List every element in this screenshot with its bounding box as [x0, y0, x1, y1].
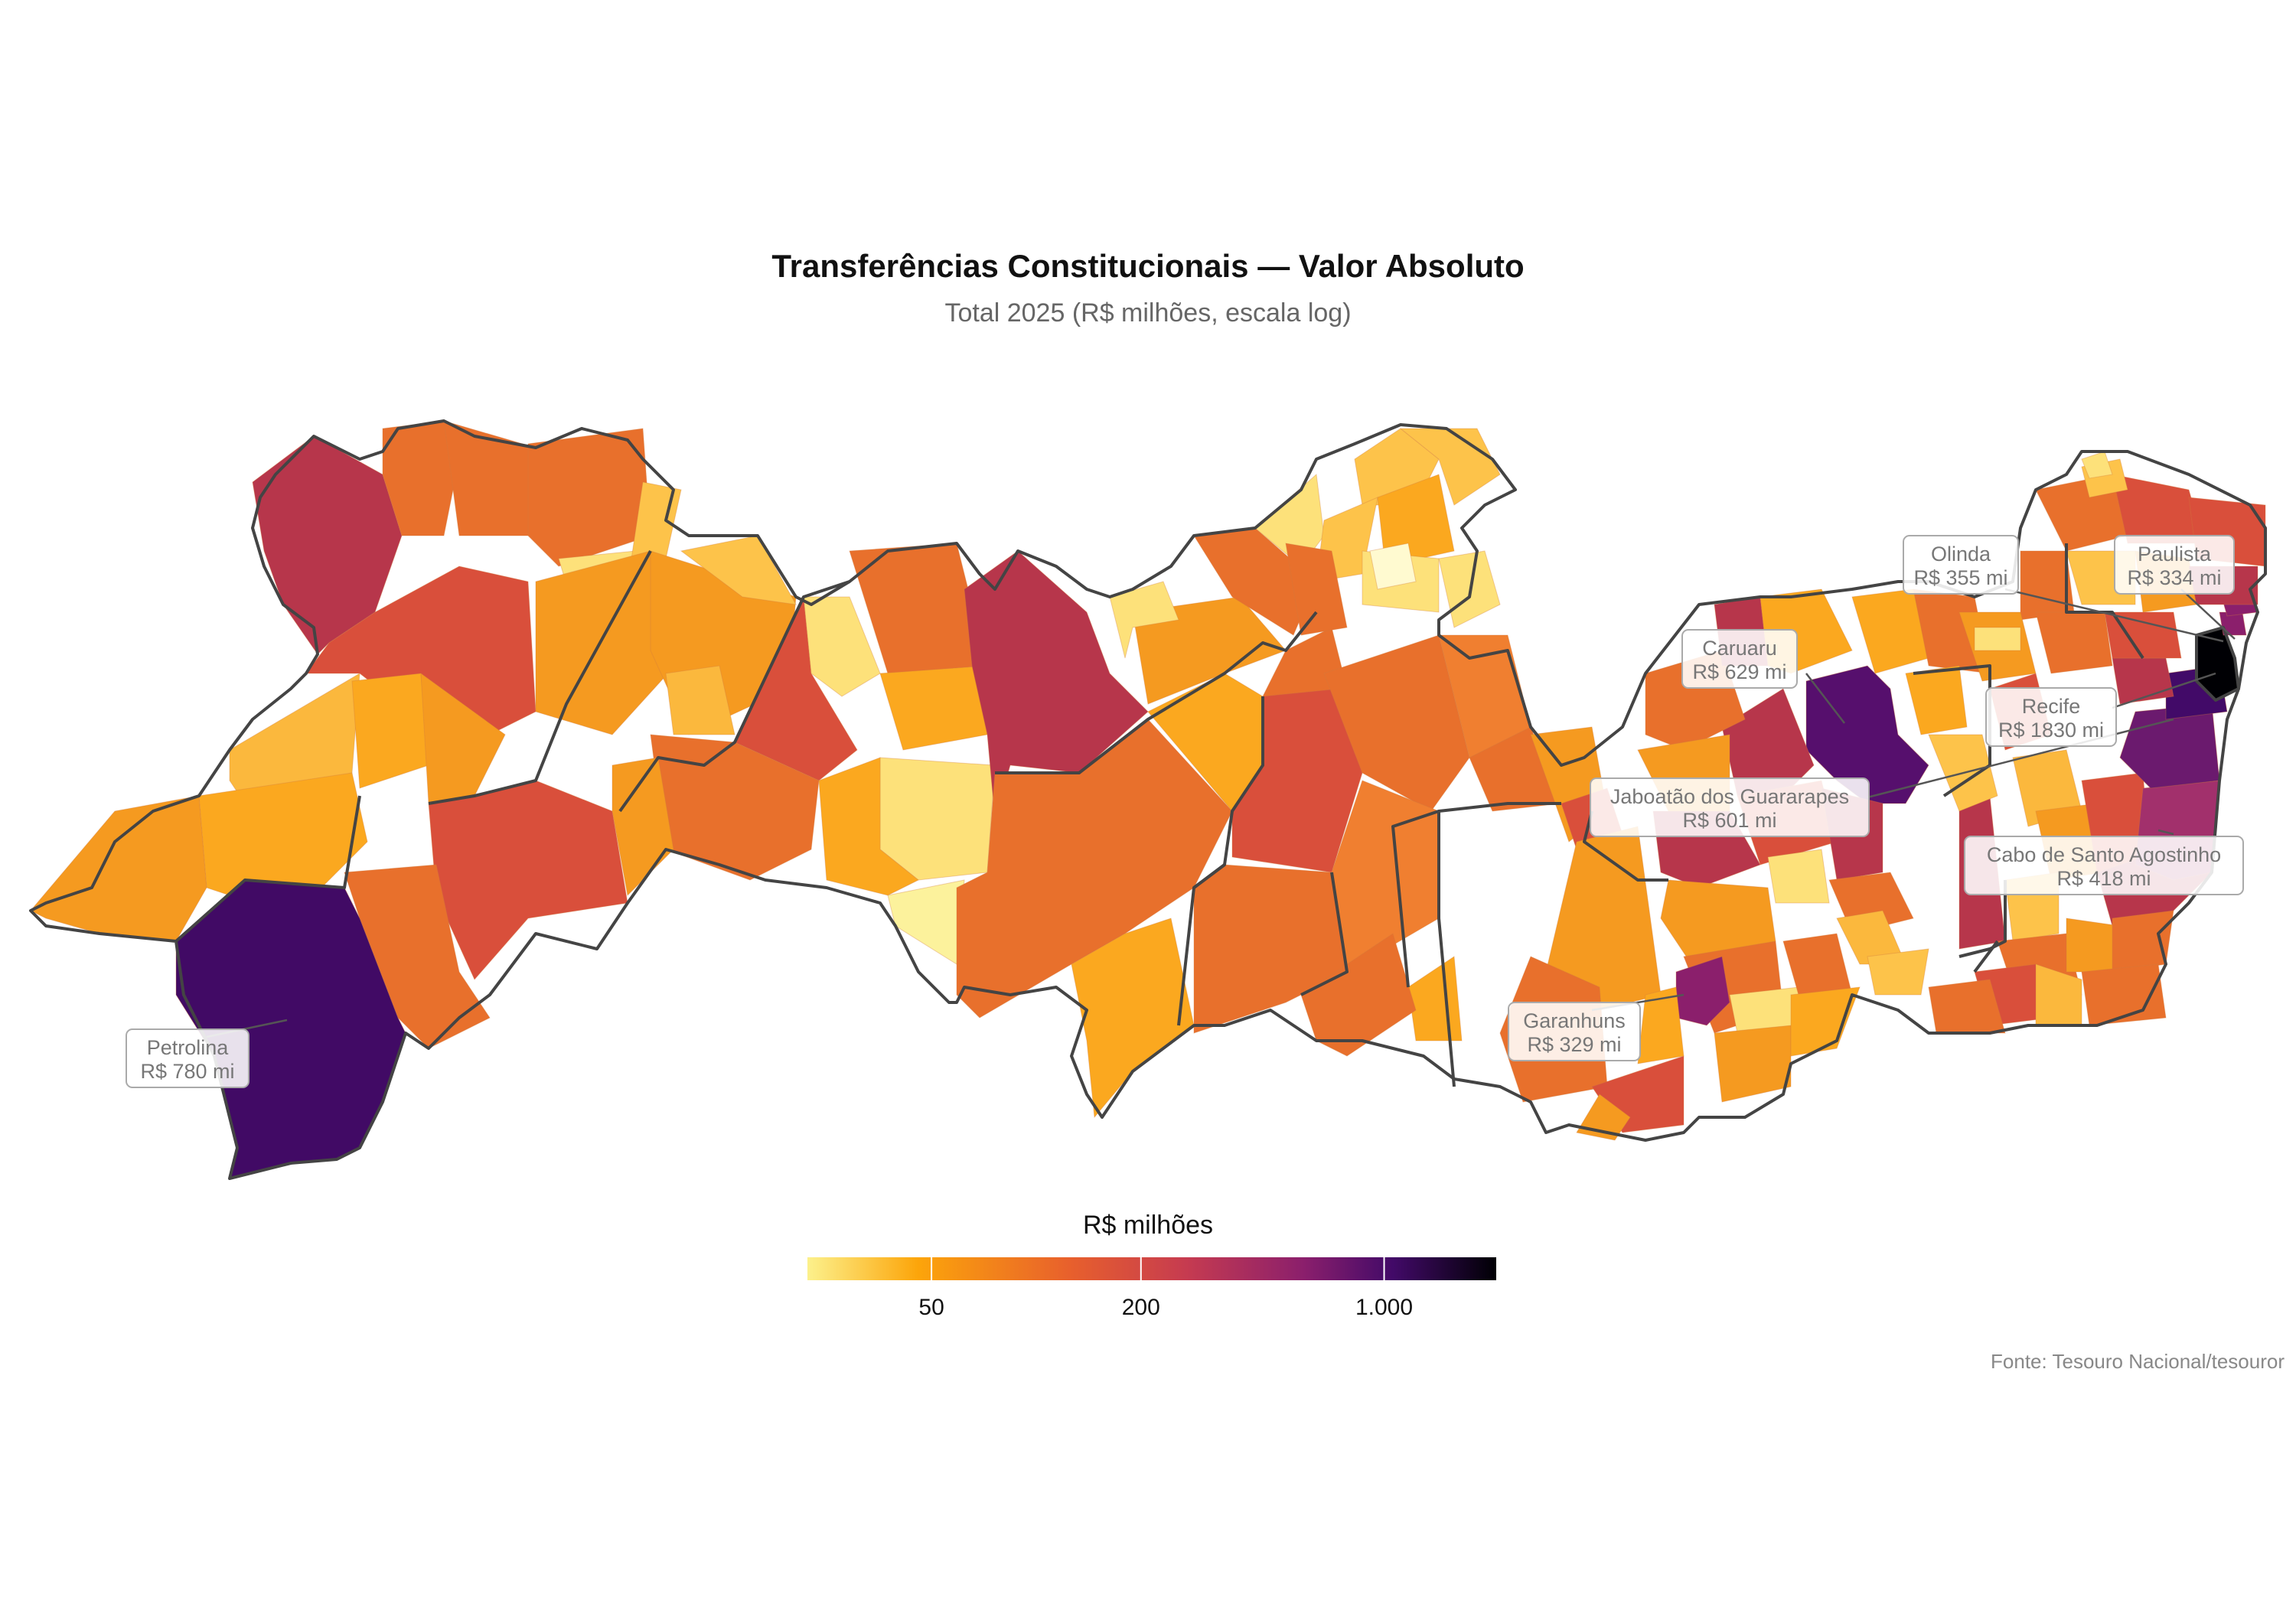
callout-name: Garanhuns — [1523, 1009, 1626, 1032]
callout-box — [1985, 687, 2117, 747]
municipality — [879, 757, 996, 881]
callout-cabo: Cabo de Santo Agostinho R$ 418 mi — [1964, 836, 2244, 895]
mesoregion-boundary — [1391, 810, 1440, 988]
municipality — [1407, 956, 1463, 1041]
legend-tick-label: 1.000 — [1355, 1295, 1413, 1320]
callout-name: Jaboatão dos Guararapes — [1610, 785, 1849, 808]
legend-colorbar — [807, 1257, 1496, 1280]
municipality — [2081, 451, 2113, 479]
callout-box — [2114, 535, 2235, 595]
municipality — [818, 757, 919, 896]
callout-box — [1903, 535, 2019, 595]
municipality — [1790, 986, 1861, 1057]
callout-name: Olinda — [1931, 543, 1991, 566]
municipality — [2081, 963, 2167, 1026]
mesoregion-boundary — [1437, 802, 1561, 1087]
source-caption: Fonte: Tesouro Nacional/tesouror — [1991, 1350, 2285, 1373]
municipality — [879, 665, 988, 751]
municipality — [527, 428, 651, 567]
mesoregion-boundary — [995, 611, 1318, 774]
callout-value: R$ 334 mi — [2127, 566, 2221, 589]
municipality — [198, 772, 368, 896]
callout-labels: Olinda R$ 355 mi Paulista R$ 334 mi Caru… — [126, 535, 2244, 1088]
municipality — [2035, 611, 2113, 674]
municipality — [1377, 474, 1455, 567]
municipality — [351, 673, 429, 789]
mesoregion-boundary — [1958, 880, 2007, 958]
callout-name: Petrolina — [147, 1036, 230, 1059]
municipality — [803, 596, 881, 697]
mesoregion-boundary — [428, 550, 652, 805]
legend-tick-label: 50 — [918, 1295, 944, 1320]
callout-value: R$ 418 mi — [2056, 867, 2151, 890]
legend-ticks: 50 200 1.000 — [918, 1257, 1413, 1320]
callout-leaders — [206, 588, 2236, 1038]
municipality — [1285, 543, 1348, 636]
municipality-layer — [30, 420, 2266, 1179]
callout-box — [1681, 629, 1798, 689]
region-boundaries — [29, 419, 2267, 1180]
callout-recife: Recife R$ 1830 mi — [1985, 687, 2117, 747]
callout-value: R$ 780 mi — [140, 1060, 234, 1083]
municipality — [1109, 581, 1179, 659]
municipality — [1369, 543, 1417, 590]
color-legend: R$ milhões 50 200 1.000 — [807, 1211, 1496, 1320]
leader-caruaru — [1805, 673, 1845, 724]
municipality — [1323, 634, 1470, 812]
municipality — [1905, 665, 1968, 735]
mesoregion-boundary — [174, 795, 361, 943]
callout-value: R$ 1830 mi — [1998, 719, 2104, 742]
municipality — [1767, 849, 1830, 904]
chart-title: Transferências Constitucionais — Valor A… — [771, 248, 1524, 284]
leader-recife — [2112, 672, 2216, 709]
callout-value: R$ 329 mi — [1527, 1033, 1621, 1056]
callout-petrolina: Petrolina R$ 780 mi — [126, 1028, 249, 1088]
municipality — [30, 795, 207, 942]
chart-subtitle: Total 2025 (R$ milhões, escala log) — [944, 298, 1351, 328]
municipality — [2104, 611, 2182, 659]
municipality — [1867, 948, 1929, 996]
legend-tick-label: 200 — [1122, 1295, 1160, 1320]
callout-box — [1508, 1002, 1641, 1061]
callout-box — [1590, 777, 1870, 837]
municipality — [1714, 1025, 1792, 1103]
mesoregion-boundary — [1177, 863, 1226, 1026]
municipality — [665, 665, 735, 735]
leader-paulista — [2180, 588, 2236, 640]
municipality — [1782, 933, 1853, 996]
callout-garanhuns: Garanhuns R$ 329 mi — [1508, 1002, 1641, 1061]
callout-value: R$ 355 mi — [1913, 566, 2007, 589]
leader-cabo — [2157, 829, 2174, 836]
municipality — [1300, 933, 1417, 1057]
mesoregion-boundary — [2065, 543, 2144, 660]
callout-value: R$ 629 mi — [1692, 660, 1786, 683]
callout-name: Paulista — [2138, 543, 2212, 566]
legend-title: R$ milhões — [1083, 1211, 1213, 1240]
callout-box — [1964, 836, 2244, 895]
mesoregion-boundary — [1583, 810, 1668, 882]
callout-olinda: Olinda R$ 355 mi — [1903, 535, 2019, 595]
callout-caruaru: Caruaru R$ 629 mi — [1681, 629, 1798, 689]
municipality — [305, 566, 536, 735]
municipality — [887, 879, 965, 965]
mesoregion-boundary — [1973, 940, 1999, 973]
callout-jaboatao: Jaboatão dos Guararapes R$ 601 mi — [1590, 777, 1870, 837]
mesoregion-boundary — [618, 580, 850, 813]
leader-olinda — [2004, 588, 2224, 643]
callout-box — [126, 1028, 249, 1088]
municipality — [1928, 979, 2006, 1034]
callout-name: Caruaru — [1702, 637, 1777, 660]
callout-paulista: Paulista R$ 334 mi — [2114, 535, 2235, 595]
municipality — [1974, 627, 2021, 651]
mesoregion-boundary — [1300, 872, 1349, 996]
municipality — [344, 864, 491, 1049]
callout-name: Cabo de Santo Agostinho — [1987, 843, 2221, 866]
callout-name: Recife — [2022, 695, 2081, 718]
callout-value: R$ 601 mi — [1682, 809, 1776, 832]
state-outline — [29, 419, 2267, 1180]
municipality — [1132, 596, 1287, 705]
leader-jaboatao — [1867, 718, 2174, 799]
